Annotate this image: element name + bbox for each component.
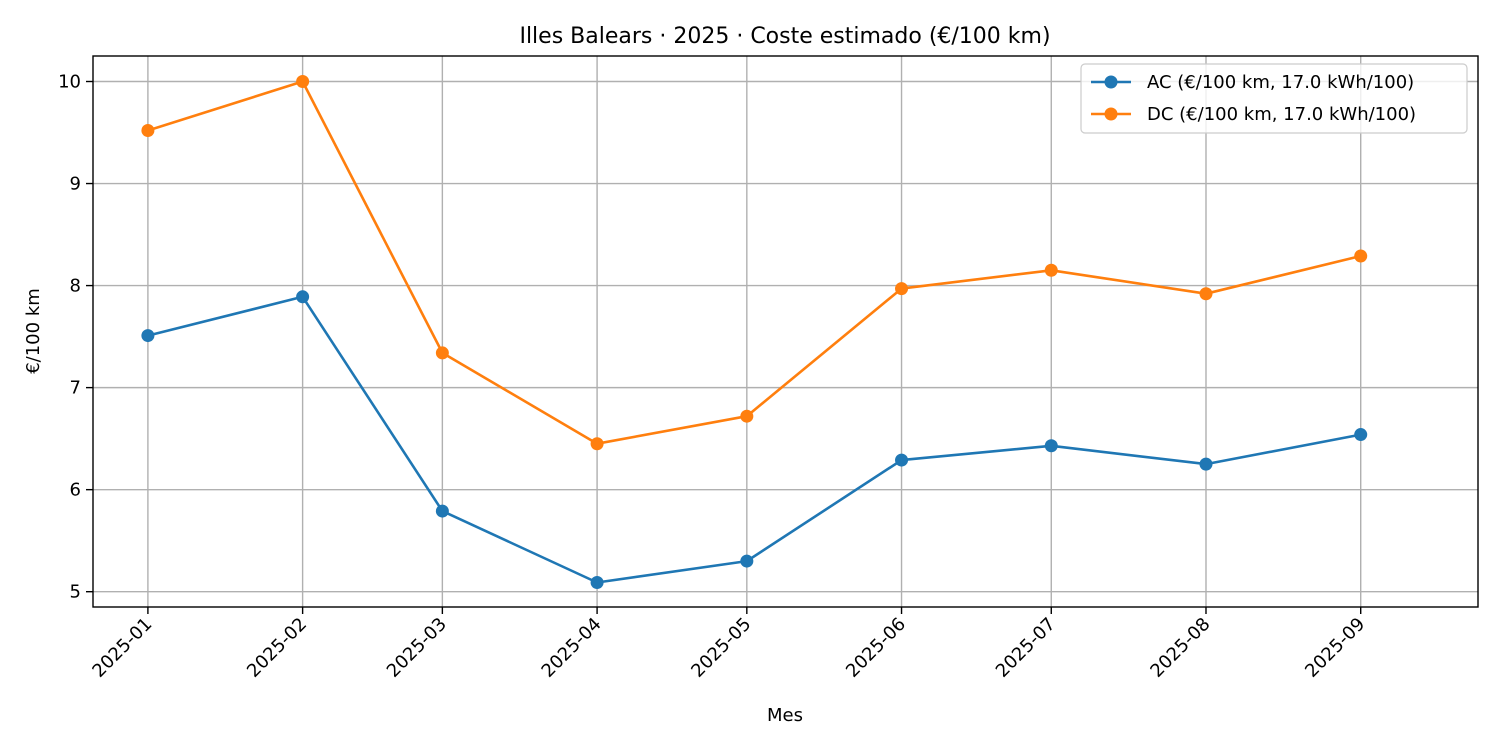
series-line bbox=[147, 295, 1361, 584]
data-point bbox=[1044, 263, 1058, 277]
x-axis-label: Mes bbox=[767, 705, 803, 726]
data-point bbox=[1354, 249, 1368, 263]
legend-item: AC (€/100 km, 17.0 kWh/100) bbox=[1091, 72, 1414, 93]
legend: AC (€/100 km, 17.0 kWh/100) DC (€/100 km,… bbox=[1080, 63, 1468, 134]
grid-lines bbox=[93, 56, 1478, 607]
y-tick-label: 10 bbox=[58, 72, 81, 93]
data-point bbox=[895, 282, 909, 296]
series-dc bbox=[141, 75, 1368, 451]
y-tick-label: 9 bbox=[70, 174, 81, 195]
data-point bbox=[141, 329, 155, 343]
y-axis: 5 6 7 8 9 10 bbox=[58, 72, 93, 603]
series-line bbox=[147, 80, 1362, 446]
series-layer bbox=[141, 75, 1368, 590]
x-tick-label: 2025-09 bbox=[1301, 614, 1369, 682]
x-tick-label: 2025-08 bbox=[1146, 614, 1214, 682]
y-tick-label: 8 bbox=[70, 276, 81, 297]
plot-frame bbox=[92, 55, 1479, 608]
legend-item: DC (€/100 km, 17.0 kWh/100) bbox=[1091, 104, 1416, 125]
y-tick-label: 7 bbox=[70, 378, 81, 399]
data-point bbox=[141, 123, 155, 137]
y-tick-label: 6 bbox=[70, 480, 81, 501]
x-tick-label: 2025-07 bbox=[992, 614, 1060, 682]
legend-marker bbox=[1104, 75, 1118, 89]
data-point bbox=[296, 290, 310, 304]
y-axis-label: €/100 km bbox=[23, 288, 44, 374]
data-point bbox=[1044, 439, 1058, 453]
data-point bbox=[435, 504, 449, 518]
x-tick-label: 2025-04 bbox=[538, 614, 606, 682]
y-tick-label: 5 bbox=[70, 582, 81, 603]
x-tick-label: 2025-03 bbox=[383, 614, 451, 682]
data-point bbox=[435, 346, 449, 360]
x-tick-label: 2025-02 bbox=[243, 614, 311, 682]
legend-box bbox=[1080, 63, 1468, 134]
data-point bbox=[1199, 287, 1213, 301]
data-point bbox=[1199, 457, 1213, 471]
x-tick-label: 2025-01 bbox=[88, 614, 156, 682]
data-point bbox=[590, 437, 604, 451]
x-tick-label: 2025-06 bbox=[842, 614, 910, 682]
chart-title: Illes Balears · 2025 · Coste estimado (€… bbox=[519, 24, 1050, 49]
data-point bbox=[1354, 428, 1368, 442]
data-point bbox=[296, 75, 310, 89]
x-tick-label: 2025-05 bbox=[687, 614, 755, 682]
x-axis: 2025-01 2025-02 2025-03 2025-04 2025-05 2025-… bbox=[88, 607, 1369, 682]
legend-label: AC (€/100 km, 17.0 kWh/100) bbox=[1147, 72, 1414, 93]
data-point bbox=[740, 554, 754, 568]
legend-label: DC (€/100 km, 17.0 kWh/100) bbox=[1147, 104, 1416, 125]
legend-marker bbox=[1104, 107, 1118, 121]
data-point bbox=[895, 453, 909, 467]
data-point bbox=[740, 409, 754, 423]
data-point bbox=[590, 576, 604, 590]
series-ac bbox=[141, 290, 1368, 590]
